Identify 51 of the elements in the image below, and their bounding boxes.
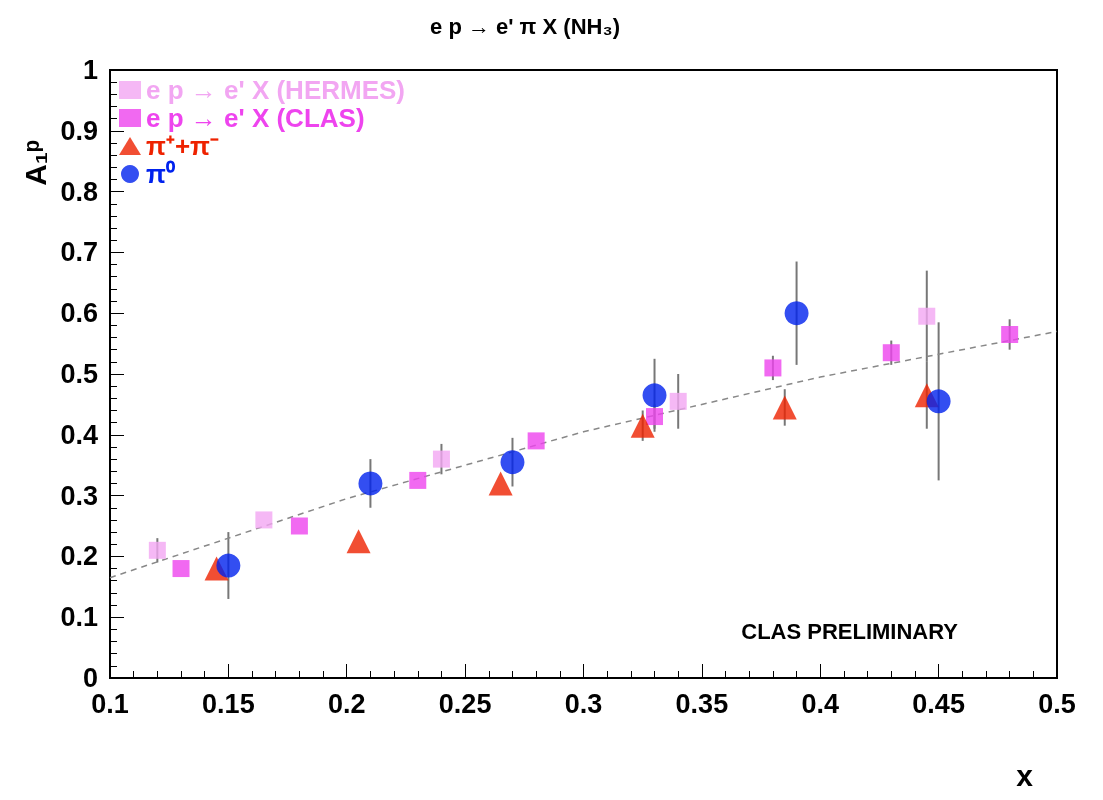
point	[630, 413, 655, 438]
point	[290, 517, 308, 535]
y-tick-label: 0.3	[60, 480, 98, 511]
x-tick-label: 0.25	[438, 688, 492, 719]
x-tick-label: 0.3	[564, 688, 603, 719]
y-axis-title: A₁ᵖ	[18, 139, 52, 186]
legend-label: e p → e' X (CLAS)	[146, 103, 365, 133]
x-tick-label: 0.35	[675, 688, 729, 719]
point	[432, 450, 450, 468]
point	[926, 389, 951, 414]
point	[784, 301, 809, 326]
y-tick-label: 0.2	[60, 541, 98, 572]
point	[409, 471, 427, 489]
point	[1001, 325, 1019, 343]
x-axis-title: x	[1016, 758, 1034, 792]
point	[646, 408, 664, 426]
point	[488, 471, 513, 496]
point	[772, 395, 797, 420]
annotation: CLAS PRELIMINARY	[741, 618, 959, 644]
chart-title: e p → e' π X (NH₃)	[430, 13, 620, 39]
point	[500, 450, 525, 475]
y-tick-label: 0.6	[60, 298, 98, 329]
y-tick-label: 0.9	[60, 115, 98, 146]
y-tick-label: 0.1	[60, 602, 98, 633]
x-tick-label: 0.45	[912, 688, 965, 719]
point	[882, 344, 900, 362]
point	[216, 553, 241, 578]
point	[148, 541, 166, 559]
y-tick-label: 0.4	[60, 419, 98, 450]
line-series	[109, 330, 1058, 579]
x-tick-label: 0.15	[202, 688, 255, 719]
x-tick-label: 0.5	[1038, 688, 1076, 719]
point	[346, 529, 371, 554]
legend-label: e p → e' X (HERMES)	[146, 75, 405, 105]
y-tick-label: 0.7	[60, 237, 98, 268]
x-tick-label: 0.2	[327, 688, 366, 719]
point	[358, 471, 383, 496]
point	[669, 392, 687, 410]
point	[527, 432, 545, 450]
point	[764, 359, 782, 377]
point	[172, 560, 190, 578]
point	[255, 511, 273, 529]
x-tick-label: 0.4	[801, 688, 840, 719]
y-tick-label: 0	[82, 663, 98, 693]
y-tick-label: 0.5	[60, 359, 98, 389]
y-tick-label: 1	[82, 55, 98, 85]
legend-label: π⁰	[146, 159, 176, 189]
legend-label: π⁺+π⁻	[146, 131, 219, 161]
point	[642, 383, 667, 408]
point	[918, 307, 936, 325]
y-tick-label: 0.8	[60, 176, 98, 207]
